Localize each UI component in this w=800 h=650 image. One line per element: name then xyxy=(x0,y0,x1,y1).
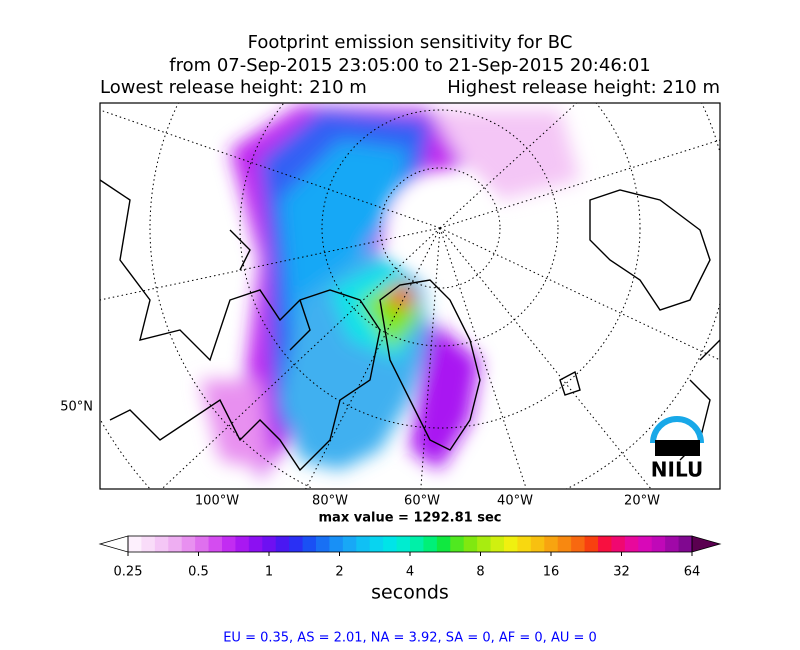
colorbar-swatch xyxy=(128,536,142,552)
title: Footprint emission sensitivity for BC xyxy=(248,32,573,53)
colorbar-swatch xyxy=(463,536,478,552)
colorbar-swatch xyxy=(154,536,169,552)
colorbar-swatch xyxy=(369,536,384,552)
colorbar-swatch xyxy=(316,536,330,552)
colorbar-swatch xyxy=(141,536,156,552)
colorbar-swatch xyxy=(557,536,572,552)
plume xyxy=(200,105,580,480)
colorbar-swatch xyxy=(235,536,250,552)
colorbar-swatch xyxy=(342,536,357,552)
colorbar-swatch xyxy=(504,536,518,552)
colorbar-swatch xyxy=(262,536,277,552)
subtitle: from 07-Sep-2015 23:05:00 to 21-Sep-2015… xyxy=(169,55,651,76)
logo: NILU xyxy=(650,416,704,482)
colorbar-swatch xyxy=(477,536,492,552)
colorbar-swatch xyxy=(383,536,398,552)
colorbar-swatch xyxy=(665,536,680,552)
map xyxy=(100,103,720,489)
colorbar-swatch xyxy=(181,536,196,552)
max-value: max value = 1292.81 sec xyxy=(319,511,502,526)
colorbar-tick-label: 0.25 xyxy=(114,565,143,580)
colorbar-under xyxy=(98,535,129,553)
colorbar-tick-label: 2 xyxy=(335,565,343,580)
colorbar-swatch xyxy=(490,536,505,552)
colorbar-swatch xyxy=(638,536,653,552)
colorbar-swatch xyxy=(544,536,559,552)
lon-label: 100°W xyxy=(195,494,239,509)
lon-label: 20°W xyxy=(624,494,660,509)
footer: EU = 0.35, AS = 2.01, NA = 3.92, SA = 0,… xyxy=(223,631,597,646)
colorbar-tick-label: 32 xyxy=(613,565,630,580)
colorbar-swatch xyxy=(302,536,317,552)
lon-label: 60°W xyxy=(404,494,440,509)
lat-label: 50°N xyxy=(60,400,93,415)
graticule xyxy=(100,103,720,489)
colorbar-swatch xyxy=(195,536,210,552)
colorbar-swatch xyxy=(222,536,236,552)
colorbar-swatch xyxy=(611,536,626,552)
colorbar-swatch xyxy=(329,536,344,552)
colorbar-tick-label: 64 xyxy=(684,565,701,580)
colorbar-tick-label: 0.5 xyxy=(188,565,209,580)
colorbar-swatch xyxy=(248,536,263,552)
colorbar-tick-label: 16 xyxy=(543,565,560,580)
colorbar-swatch xyxy=(275,536,290,552)
colorbar-swatch xyxy=(584,536,599,552)
colorbar-swatch xyxy=(356,536,371,552)
colorbar-swatch xyxy=(423,536,438,552)
colorbar-label: seconds xyxy=(371,582,449,604)
colorbar-tick-label: 8 xyxy=(476,565,484,580)
colorbar-swatch xyxy=(289,536,304,552)
colorbar: 0.25 0.5 1 2 4 8 16 32 64 xyxy=(98,535,722,580)
colorbar-swatch xyxy=(450,536,465,552)
colorbar-tick-label: 4 xyxy=(406,565,414,580)
colorbar-swatch xyxy=(208,536,223,552)
lon-label: 80°W xyxy=(312,494,348,509)
colorbar-swatch xyxy=(624,536,639,552)
colorbar-swatch xyxy=(410,536,424,552)
map-frame xyxy=(99,102,721,490)
release-low: Lowest release height: 210 m xyxy=(100,77,367,98)
colorbar-over xyxy=(691,535,722,553)
colorbar-swatch xyxy=(530,536,545,552)
colorbar-swatch xyxy=(168,536,183,552)
colorbar-swatch xyxy=(396,536,411,552)
colorbar-swatch xyxy=(651,536,666,552)
colorbar-swatch xyxy=(598,536,612,552)
colorbar-swatch xyxy=(436,536,451,552)
colorbar-swatch xyxy=(678,536,693,552)
release-high: Highest release height: 210 m xyxy=(447,77,720,98)
coastlines xyxy=(100,179,720,472)
lon-label: 40°W xyxy=(497,494,533,509)
colorbar-swatch xyxy=(517,536,532,552)
colorbar-tick-label: 1 xyxy=(265,565,273,580)
logo-text: NILU xyxy=(651,458,703,482)
colorbar-swatch xyxy=(571,536,586,552)
